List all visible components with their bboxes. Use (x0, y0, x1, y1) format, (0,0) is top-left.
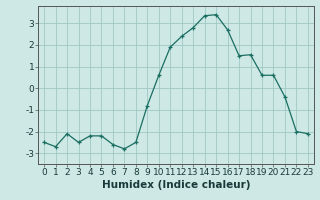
X-axis label: Humidex (Indice chaleur): Humidex (Indice chaleur) (102, 180, 250, 190)
